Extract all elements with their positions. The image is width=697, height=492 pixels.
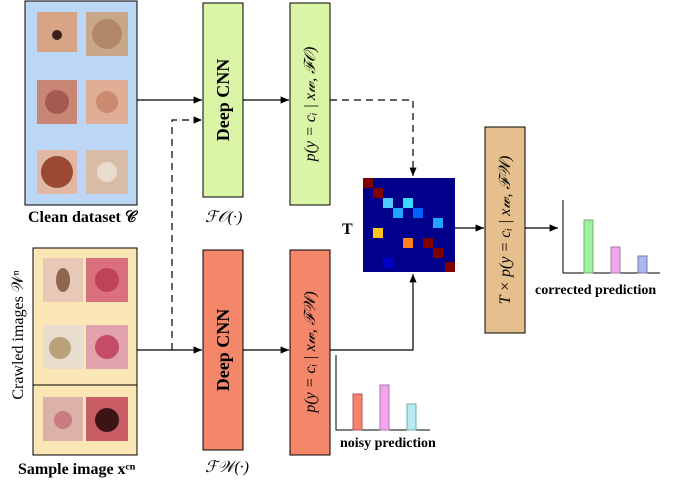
cnn-box — [202, 2, 244, 198]
sample-label: Sample image xᶜⁿ — [18, 461, 136, 478]
noisy-label: noisy prediction — [340, 436, 436, 451]
crawled-label: Crawled images 𝒲ⁿ — [10, 270, 27, 399]
corrected-box — [484, 126, 526, 334]
cnn-label: Deep CNN — [213, 59, 233, 142]
corrected-bars — [562, 200, 660, 274]
transition-matrix — [363, 178, 455, 272]
crawled-images — [43, 258, 128, 441]
arrows — [137, 96, 558, 354]
noisy-bars — [335, 355, 430, 431]
corrected-formula: T × p(y = cᵢ | x𝓌, ℱ𝒲) — [497, 156, 514, 305]
function-label: ℱ𝒪(·) — [205, 209, 242, 226]
output-box — [289, 2, 331, 206]
corrected-label: corrected prediction — [535, 283, 656, 298]
cnn-label: Deep CNN — [213, 309, 233, 392]
clean-label: Clean dataset 𝒞 — [28, 209, 139, 226]
function-label: ℱ𝒲(·) — [205, 459, 249, 476]
output-label: p(y = cᵢ | x𝓌, ℱ𝒲) — [302, 291, 319, 413]
output-label: p(y = cᵢ | x𝓌, ℱ𝒪) — [302, 47, 319, 163]
matrix-label: T — [342, 221, 353, 238]
output-box — [289, 249, 331, 456]
clean-images — [37, 12, 128, 194]
cnn-box — [202, 249, 244, 451]
